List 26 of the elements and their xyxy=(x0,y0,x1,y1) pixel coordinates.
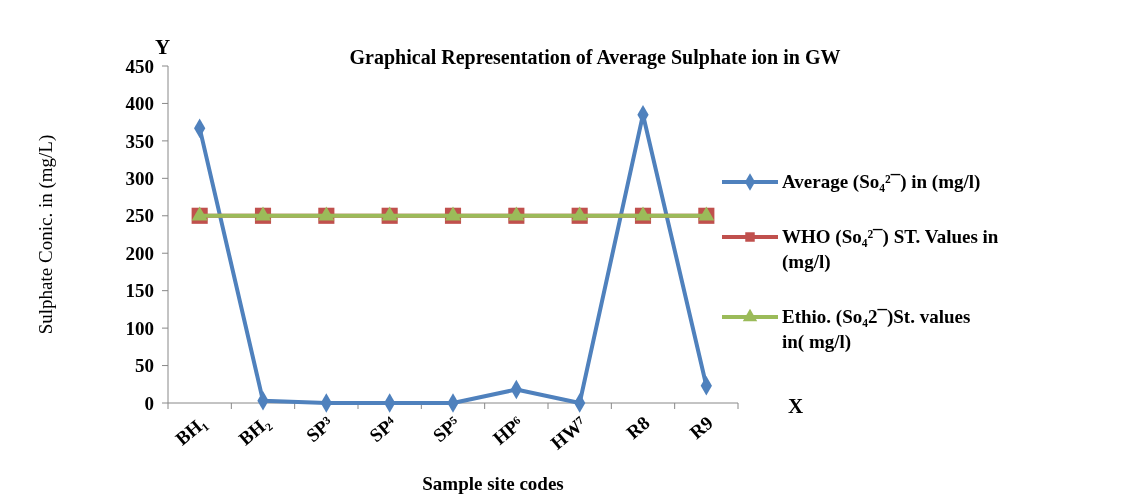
x-tick-label: R8 xyxy=(622,411,654,443)
y-tick-label: 300 xyxy=(125,167,154,189)
text: X xyxy=(788,394,804,418)
legend-label: Ethio. (So₄2¯)St. values in( mg/l) xyxy=(782,306,971,353)
chart-title: Graphical Representation of Average Sulphate ion in GW xyxy=(349,46,841,69)
y-tick-label: 0 xyxy=(144,392,154,414)
x-tick-label: SP³ xyxy=(302,411,338,446)
x-tick-label: SP⁴ xyxy=(365,411,401,446)
y-tick-label: 100 xyxy=(125,317,154,339)
text: Y xyxy=(155,35,171,59)
y-tick-label: 150 xyxy=(125,280,154,302)
y-tick-label: 400 xyxy=(125,93,154,115)
x-tick-label: BH₂ xyxy=(234,411,274,450)
x-tick-label: SP⁵ xyxy=(428,411,464,446)
y-tick-label: 200 xyxy=(125,242,154,264)
x-tick-label: HP⁶ xyxy=(488,411,528,449)
y-tick-label: 250 xyxy=(125,205,154,227)
x-tick-label: R9 xyxy=(685,411,717,443)
legend-label: WHO (So₄²¯) ST. Values in (mg/l) xyxy=(782,226,999,273)
x-tick-label: BH₁ xyxy=(171,411,211,450)
legend-label: Average (So₄²¯) in (mg/l) xyxy=(782,171,981,193)
x-axis-title: Sample site codes xyxy=(422,473,564,494)
y-tick-label: 450 xyxy=(125,55,154,77)
y-axis-title: Sulphate Conic. in (mg/L) xyxy=(35,134,57,335)
y-tick-label: 350 xyxy=(125,130,154,152)
y-tick-label: 50 xyxy=(135,355,154,377)
